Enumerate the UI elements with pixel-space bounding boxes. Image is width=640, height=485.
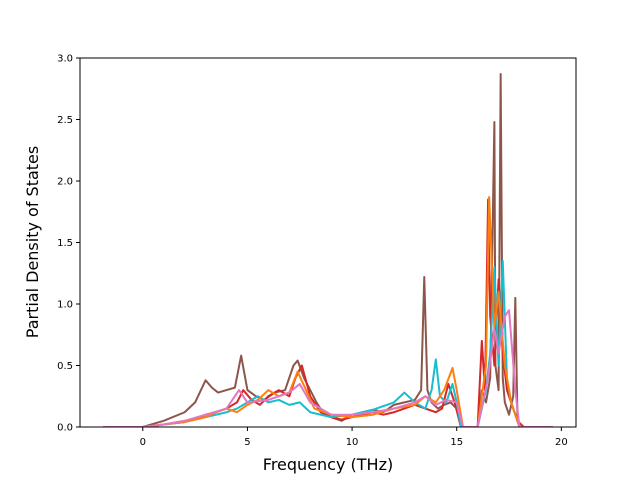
x-axis-label: Frequency (THz) (263, 455, 393, 474)
x-axis-ticks: 0 5 10 15 20 (140, 427, 568, 448)
series-layer (103, 72, 553, 427)
x-tick-label: 15 (450, 437, 463, 448)
series-line-5 (103, 309, 553, 427)
x-tick-label: 0 (140, 437, 146, 448)
x-tick-label: 10 (346, 437, 359, 448)
y-tick-label: 1.0 (57, 300, 73, 311)
y-tick-label: 0.0 (57, 423, 73, 434)
series-line-3 (103, 259, 553, 427)
y-tick-label: 2.5 (57, 115, 73, 126)
y-tick-label: 2.0 (57, 177, 73, 188)
y-tick-label: 3.0 (57, 54, 73, 65)
x-tick-label: 20 (555, 437, 568, 448)
y-tick-label: 0.5 (57, 361, 73, 372)
x-tick-label: 5 (244, 437, 250, 448)
y-axis-ticks: 0.0 0.5 1.0 1.5 2.0 2.5 3.0 (57, 54, 80, 434)
series-line-1 (103, 72, 553, 427)
y-axis-label: Partial Density of States (23, 146, 42, 338)
y-tick-label: 1.5 (57, 238, 73, 249)
